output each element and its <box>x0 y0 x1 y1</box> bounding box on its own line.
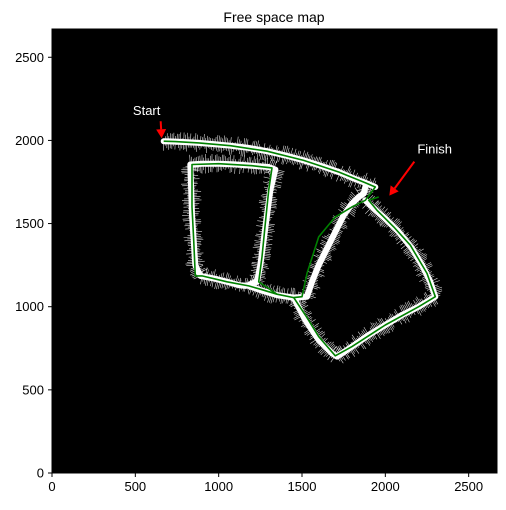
x-tick-label: 500 <box>124 479 146 494</box>
y-tick-label: 500 <box>22 382 44 397</box>
y-tick-label: 1000 <box>15 299 44 314</box>
x-axis: 0 500 1000 1500 2000 2500 <box>48 473 483 494</box>
chart-title: Free space map <box>223 9 324 25</box>
start-label: Start <box>133 103 161 118</box>
x-tick-label: 2500 <box>454 479 483 494</box>
x-tick-label: 0 <box>48 479 55 494</box>
y-tick-label: 2500 <box>15 50 44 65</box>
y-axis: 0 500 1000 1500 2000 2500 <box>15 50 52 481</box>
y-tick-label: 0 <box>37 466 44 481</box>
y-tick-label: 1500 <box>15 216 44 231</box>
x-tick-label: 1500 <box>288 479 317 494</box>
plot-area <box>52 29 497 473</box>
y-tick-label: 2000 <box>15 133 44 148</box>
finish-label: Finish <box>417 142 452 157</box>
x-tick-label: 2000 <box>371 479 400 494</box>
x-tick-label: 1000 <box>204 479 233 494</box>
